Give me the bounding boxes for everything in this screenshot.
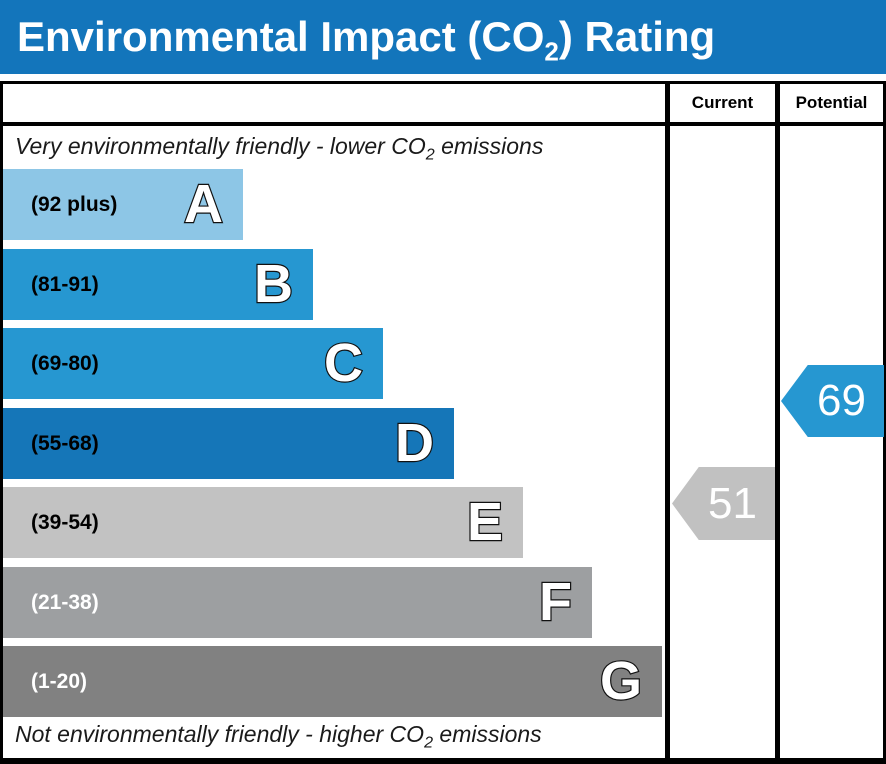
band-E: (39-54) E	[3, 487, 523, 558]
band-letter: G	[599, 650, 643, 712]
top-caption: Very environmentally friendly - lower CO…	[15, 133, 544, 164]
band-letter: F	[538, 570, 573, 632]
bottom-caption: Not environmentally friendly - higher CO…	[15, 721, 542, 752]
band-range-label: (69-80)	[31, 352, 99, 375]
chart-title-bar: Environmental Impact (CO2) Rating	[0, 0, 886, 74]
band-letter: A	[183, 173, 224, 235]
band-D: (55-68) D	[3, 407, 454, 479]
potential-column-header: Potential	[795, 93, 868, 112]
band-range-label: (21-38)	[31, 590, 99, 614]
band-range-label: (81-91)	[31, 272, 99, 296]
band-G: (1-20) G	[3, 646, 662, 717]
band-F: (21-38) F	[3, 566, 592, 638]
band-A: (92 plus) A	[3, 169, 243, 240]
header-row-divider	[0, 122, 886, 126]
band-B: (81-91) B	[3, 248, 313, 320]
band-range-label: (92 plus)	[31, 193, 118, 216]
table-border-frame	[0, 81, 886, 764]
band-letter: B	[253, 252, 294, 314]
current-column-header: Current	[691, 93, 754, 112]
band-C: (69-80) C	[3, 328, 383, 399]
band-range-label: (39-54)	[31, 511, 99, 534]
current-rating-arrow: 51	[672, 467, 775, 540]
band-range-label: (55-68)	[31, 431, 99, 455]
current-column-divider	[665, 81, 670, 764]
band-letter: C	[323, 332, 364, 394]
current-rating-value: 51	[708, 478, 757, 528]
potential-rating-value: 69	[817, 376, 866, 425]
band-letter: E	[466, 491, 504, 553]
band-range-label: (1-20)	[31, 670, 88, 693]
page-title: Environmental Impact (CO2) Rating	[17, 13, 716, 67]
potential-column-divider	[775, 81, 780, 764]
band-letter: D	[394, 411, 435, 473]
